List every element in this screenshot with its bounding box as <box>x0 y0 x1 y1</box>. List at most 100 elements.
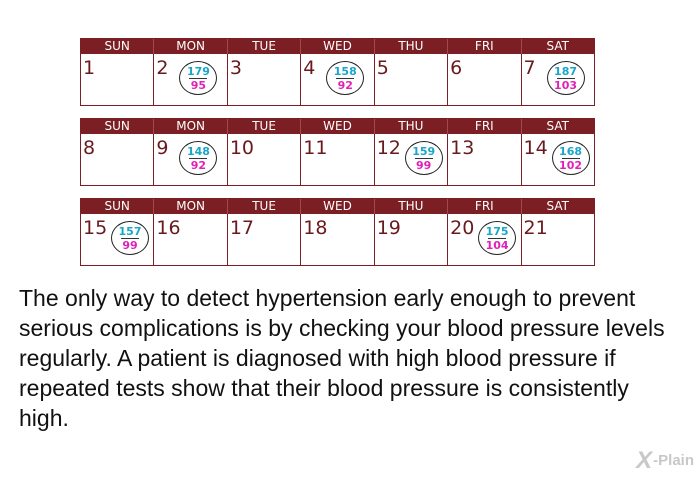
blood-pressure-reading: 148 92 <box>179 141 218 175</box>
week-header: SUN MON TUE WED THU FRI SAT <box>81 39 594 54</box>
diastolic-value: 92 <box>190 159 207 172</box>
day-number: 5 <box>376 57 389 79</box>
day-number: 6 <box>450 57 463 79</box>
fraction-bar <box>414 158 433 159</box>
day-name-thu: THU <box>375 119 449 134</box>
fraction-bar <box>488 238 507 239</box>
day-number: 10 <box>229 137 255 159</box>
fraction-bar <box>556 78 575 79</box>
day-name-fri: FRI <box>448 199 522 214</box>
day-cell: 19 <box>375 214 449 265</box>
day-cell: 2 179 95 <box>154 54 228 105</box>
day-number: 17 <box>229 217 255 239</box>
day-number: 4 <box>303 57 316 79</box>
diastolic-value: 99 <box>122 239 138 252</box>
day-cell: 3 <box>228 54 302 105</box>
systolic-value: 168 <box>559 145 583 158</box>
systolic-value: 187 <box>554 65 578 78</box>
day-name-thu: THU <box>375 39 449 54</box>
day-number: 1 <box>83 57 96 79</box>
blood-pressure-reading: 159 99 <box>404 141 443 175</box>
day-number: 8 <box>83 137 96 159</box>
week-body: 15 157 99 16 17 18 19 20 175 104 21 <box>81 214 594 265</box>
day-number: 15 <box>83 217 108 239</box>
day-name-sat: SAT <box>546 39 569 53</box>
blood-pressure-reading: 179 95 <box>179 61 218 95</box>
day-number: 11 <box>303 137 328 159</box>
day-number: 19 <box>376 217 401 239</box>
diastolic-value: 92 <box>337 79 353 92</box>
day-number: 21 <box>523 217 548 239</box>
week-body: 8 9 148 92 10 11 12 159 99 13 14 168 102 <box>81 134 594 185</box>
blood-pressure-reading: 157 99 <box>111 221 149 255</box>
day-number: 14 <box>523 137 548 159</box>
day-cell: 18 <box>301 214 375 265</box>
day-cell: 12 159 99 <box>375 134 449 185</box>
day-cell: 21 <box>522 214 594 265</box>
day-name-fri: FRI <box>448 39 522 54</box>
day-number: 12 <box>376 137 401 159</box>
xplain-logo: X-Plain <box>636 447 694 475</box>
day-name-wed: WED <box>301 199 375 214</box>
day-number: 7 <box>523 57 536 79</box>
day-cell: 1 <box>81 54 155 105</box>
day-cell: 5 <box>375 54 449 105</box>
day-name-mon: MON <box>154 119 228 134</box>
day-number: 18 <box>303 217 328 239</box>
day-cell: 16 <box>154 214 228 265</box>
day-number: 3 <box>229 57 242 79</box>
day-name-wed: WED <box>301 39 375 54</box>
systolic-value: 157 <box>118 225 142 238</box>
day-name-mon: MON <box>154 199 228 214</box>
systolic-value: 175 <box>485 225 509 238</box>
logo-text: -Plain <box>653 452 694 469</box>
day-name-thu: THU <box>375 199 449 214</box>
calendar-week-1: SUN MON TUE WED THU FRI SAT 1 2 179 95 3 … <box>80 38 595 106</box>
day-name-sun: SUN <box>81 39 155 54</box>
day-name-sat: SAT <box>546 199 569 213</box>
systolic-value: 179 <box>186 65 210 78</box>
day-name-sat: SAT <box>546 119 569 133</box>
week-body: 1 2 179 95 3 4 158 92 5 6 7 187 103 <box>81 54 594 105</box>
day-number: 13 <box>450 137 475 159</box>
fraction-bar <box>561 158 580 159</box>
day-name-wed: WED <box>301 119 375 134</box>
blood-pressure-reading: 175 104 <box>478 221 517 255</box>
day-name-sun: SUN <box>81 199 155 214</box>
systolic-value: 148 <box>186 145 210 158</box>
day-cell: 14 168 102 <box>522 134 594 185</box>
diastolic-value: 103 <box>554 79 578 92</box>
day-name-fri: FRI <box>448 119 522 134</box>
fraction-bar <box>121 238 139 239</box>
day-name-tue: TUE <box>228 119 302 134</box>
day-cell: 17 <box>228 214 302 265</box>
day-name-tue: TUE <box>228 39 302 54</box>
day-cell: 20 175 104 <box>448 214 522 265</box>
day-number: 20 <box>450 217 475 239</box>
day-number: 2 <box>156 57 169 79</box>
day-cell: 9 148 92 <box>154 134 228 185</box>
fraction-bar <box>189 158 208 159</box>
day-number: 16 <box>156 217 181 239</box>
hypertension-explanation: The only way to detect hypertension earl… <box>19 285 665 431</box>
day-name-tue: TUE <box>228 199 302 214</box>
blood-pressure-reading: 158 92 <box>326 61 365 95</box>
calendar-week-2: SUN MON TUE WED THU FRI SAT 8 9 148 92 10… <box>80 118 595 186</box>
day-cell: 13 <box>448 134 522 185</box>
day-cell: 10 <box>228 134 302 185</box>
diastolic-value: 99 <box>416 159 432 172</box>
day-name-sun: SUN <box>81 119 155 134</box>
blood-pressure-reading: 187 103 <box>546 61 585 95</box>
systolic-value: 159 <box>412 145 436 158</box>
day-name-mon: MON <box>154 39 228 54</box>
systolic-value: 158 <box>333 65 357 78</box>
day-cell: 6 <box>448 54 522 105</box>
day-cell: 8 <box>81 134 155 185</box>
week-header: SUN MON TUE WED THU FRI SAT <box>81 119 594 134</box>
week-header: SUN MON TUE WED THU FRI SAT <box>81 199 594 214</box>
blood-pressure-reading: 168 102 <box>551 141 590 175</box>
diastolic-value: 102 <box>559 159 583 172</box>
day-cell: 4 158 92 <box>301 54 375 105</box>
fraction-bar <box>336 78 355 79</box>
day-cell: 11 <box>301 134 375 185</box>
